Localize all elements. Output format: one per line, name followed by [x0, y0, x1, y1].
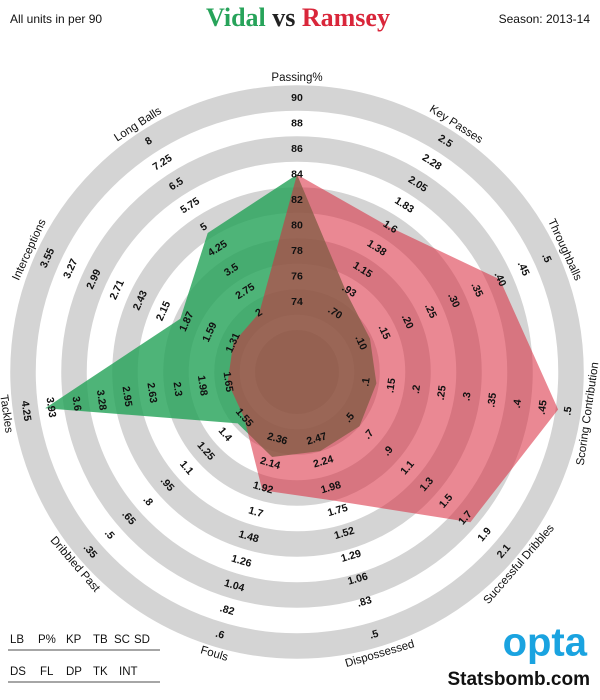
- tick-label: .25: [435, 385, 449, 401]
- tick-label: 2: [253, 306, 265, 319]
- tick-label: 2.36: [266, 430, 289, 447]
- series-area: [227, 174, 559, 523]
- title-separator: vs: [272, 3, 295, 32]
- tick-label: .25: [422, 302, 439, 320]
- tick-label: .15: [384, 377, 398, 393]
- tick-label: 2.3: [170, 381, 184, 397]
- tick-label: .5: [368, 628, 380, 642]
- abbreviation: TK: [93, 666, 108, 678]
- tick-label: 1.06: [346, 570, 369, 587]
- tick-label: .1: [360, 377, 373, 388]
- tick-label: 8: [143, 135, 155, 148]
- tick-label: 2.47: [305, 430, 328, 447]
- tick-label: 86: [291, 143, 303, 155]
- tick-label: .35: [485, 392, 499, 408]
- tick-label: .15: [376, 323, 393, 341]
- tick-label: .5: [102, 527, 117, 542]
- tick-label: 5.75: [178, 195, 202, 216]
- tick-label: .30: [445, 291, 462, 309]
- tick-label: .5: [561, 406, 574, 417]
- abbreviation: INT: [119, 666, 138, 678]
- chart-title: Vidal vs Ramsey: [206, 3, 390, 32]
- title-player: Vidal: [206, 3, 266, 32]
- abbreviation: LB: [10, 634, 24, 646]
- tick-label: .40: [492, 270, 509, 288]
- tick-label: 88: [291, 117, 303, 129]
- tick-label: 2.24: [312, 453, 335, 470]
- tick-label: 1.4: [216, 425, 235, 444]
- tick-label: 3.93: [43, 396, 58, 418]
- tick-label: 1.98: [195, 375, 210, 397]
- tick-label: 84: [291, 168, 303, 180]
- tick-label: .82: [218, 602, 236, 618]
- tick-label: 2.14: [259, 455, 282, 472]
- tick-label: 2.71: [107, 278, 126, 302]
- tick-label: 1.29: [340, 548, 363, 565]
- tick-label: .10: [352, 334, 369, 352]
- tick-label: 3.6: [70, 396, 84, 412]
- ring: [10, 85, 584, 659]
- tick-label: 74: [291, 296, 303, 308]
- brand-logo: opta: [503, 621, 588, 665]
- abbreviation: DP: [66, 666, 82, 678]
- tick-label: 78: [291, 245, 303, 257]
- tick-label: .8: [141, 494, 156, 509]
- tick-label: 1.9: [475, 525, 494, 544]
- abbreviation: TB: [93, 634, 108, 646]
- abbreviation: KP: [66, 634, 82, 646]
- tick-label: 1.52: [333, 525, 356, 542]
- tick-label: .35: [468, 281, 485, 299]
- tick-label: .3: [460, 391, 473, 402]
- tick-label: 1.04: [223, 577, 246, 594]
- tick-label: 4.25: [19, 400, 34, 422]
- tick-label: 1.65: [221, 371, 236, 393]
- tick-label: 3.28: [94, 389, 109, 411]
- tick-label: 1.83: [392, 195, 416, 216]
- tick-label: .4: [511, 398, 524, 409]
- tick-label: 1.75: [326, 502, 349, 519]
- axis-name: Passing%: [271, 72, 322, 84]
- tick-label: 1.92: [251, 479, 274, 496]
- tick-label: 2.95: [120, 385, 135, 407]
- abbreviation: DS: [10, 666, 26, 678]
- title-player: Ramsey: [302, 3, 390, 32]
- tick-label: .2: [410, 384, 423, 395]
- tick-label: 1.26: [230, 553, 253, 570]
- tick-label: 5: [198, 220, 210, 233]
- season: Season: 2013-14: [499, 12, 591, 26]
- tick-label: 2.63: [144, 382, 159, 404]
- tick-label: 1.1: [177, 458, 196, 477]
- tick-label: 1.48: [237, 528, 260, 545]
- tick-label: 2.15: [154, 299, 173, 323]
- tick-label: .45: [515, 260, 532, 278]
- tick-label: 80: [291, 219, 303, 231]
- axis-name: Tackles: [0, 394, 15, 434]
- tick-label: .20: [399, 313, 416, 331]
- tick-label: .45: [536, 399, 550, 415]
- tick-label: .83: [356, 594, 374, 610]
- abbreviation: FL: [40, 666, 54, 678]
- units-note: All units in per 90: [10, 12, 102, 26]
- tick-label: 3.27: [61, 257, 80, 281]
- tick-label: 82: [291, 194, 303, 206]
- abbreviation: SC: [114, 634, 130, 646]
- series-layer: [45, 174, 559, 523]
- tick-label: 90: [291, 92, 303, 104]
- tick-label: 7.25: [151, 152, 175, 173]
- tick-label: 1.7: [247, 505, 265, 521]
- tick-label: 76: [291, 270, 303, 282]
- tick-label: .6: [214, 628, 226, 642]
- tick-label: 2.28: [420, 152, 444, 173]
- abbreviation: P%: [38, 634, 56, 646]
- abbreviation: SD: [134, 634, 150, 646]
- site: Statsbomb.com: [447, 669, 590, 690]
- tick-label: 1.98: [319, 479, 342, 496]
